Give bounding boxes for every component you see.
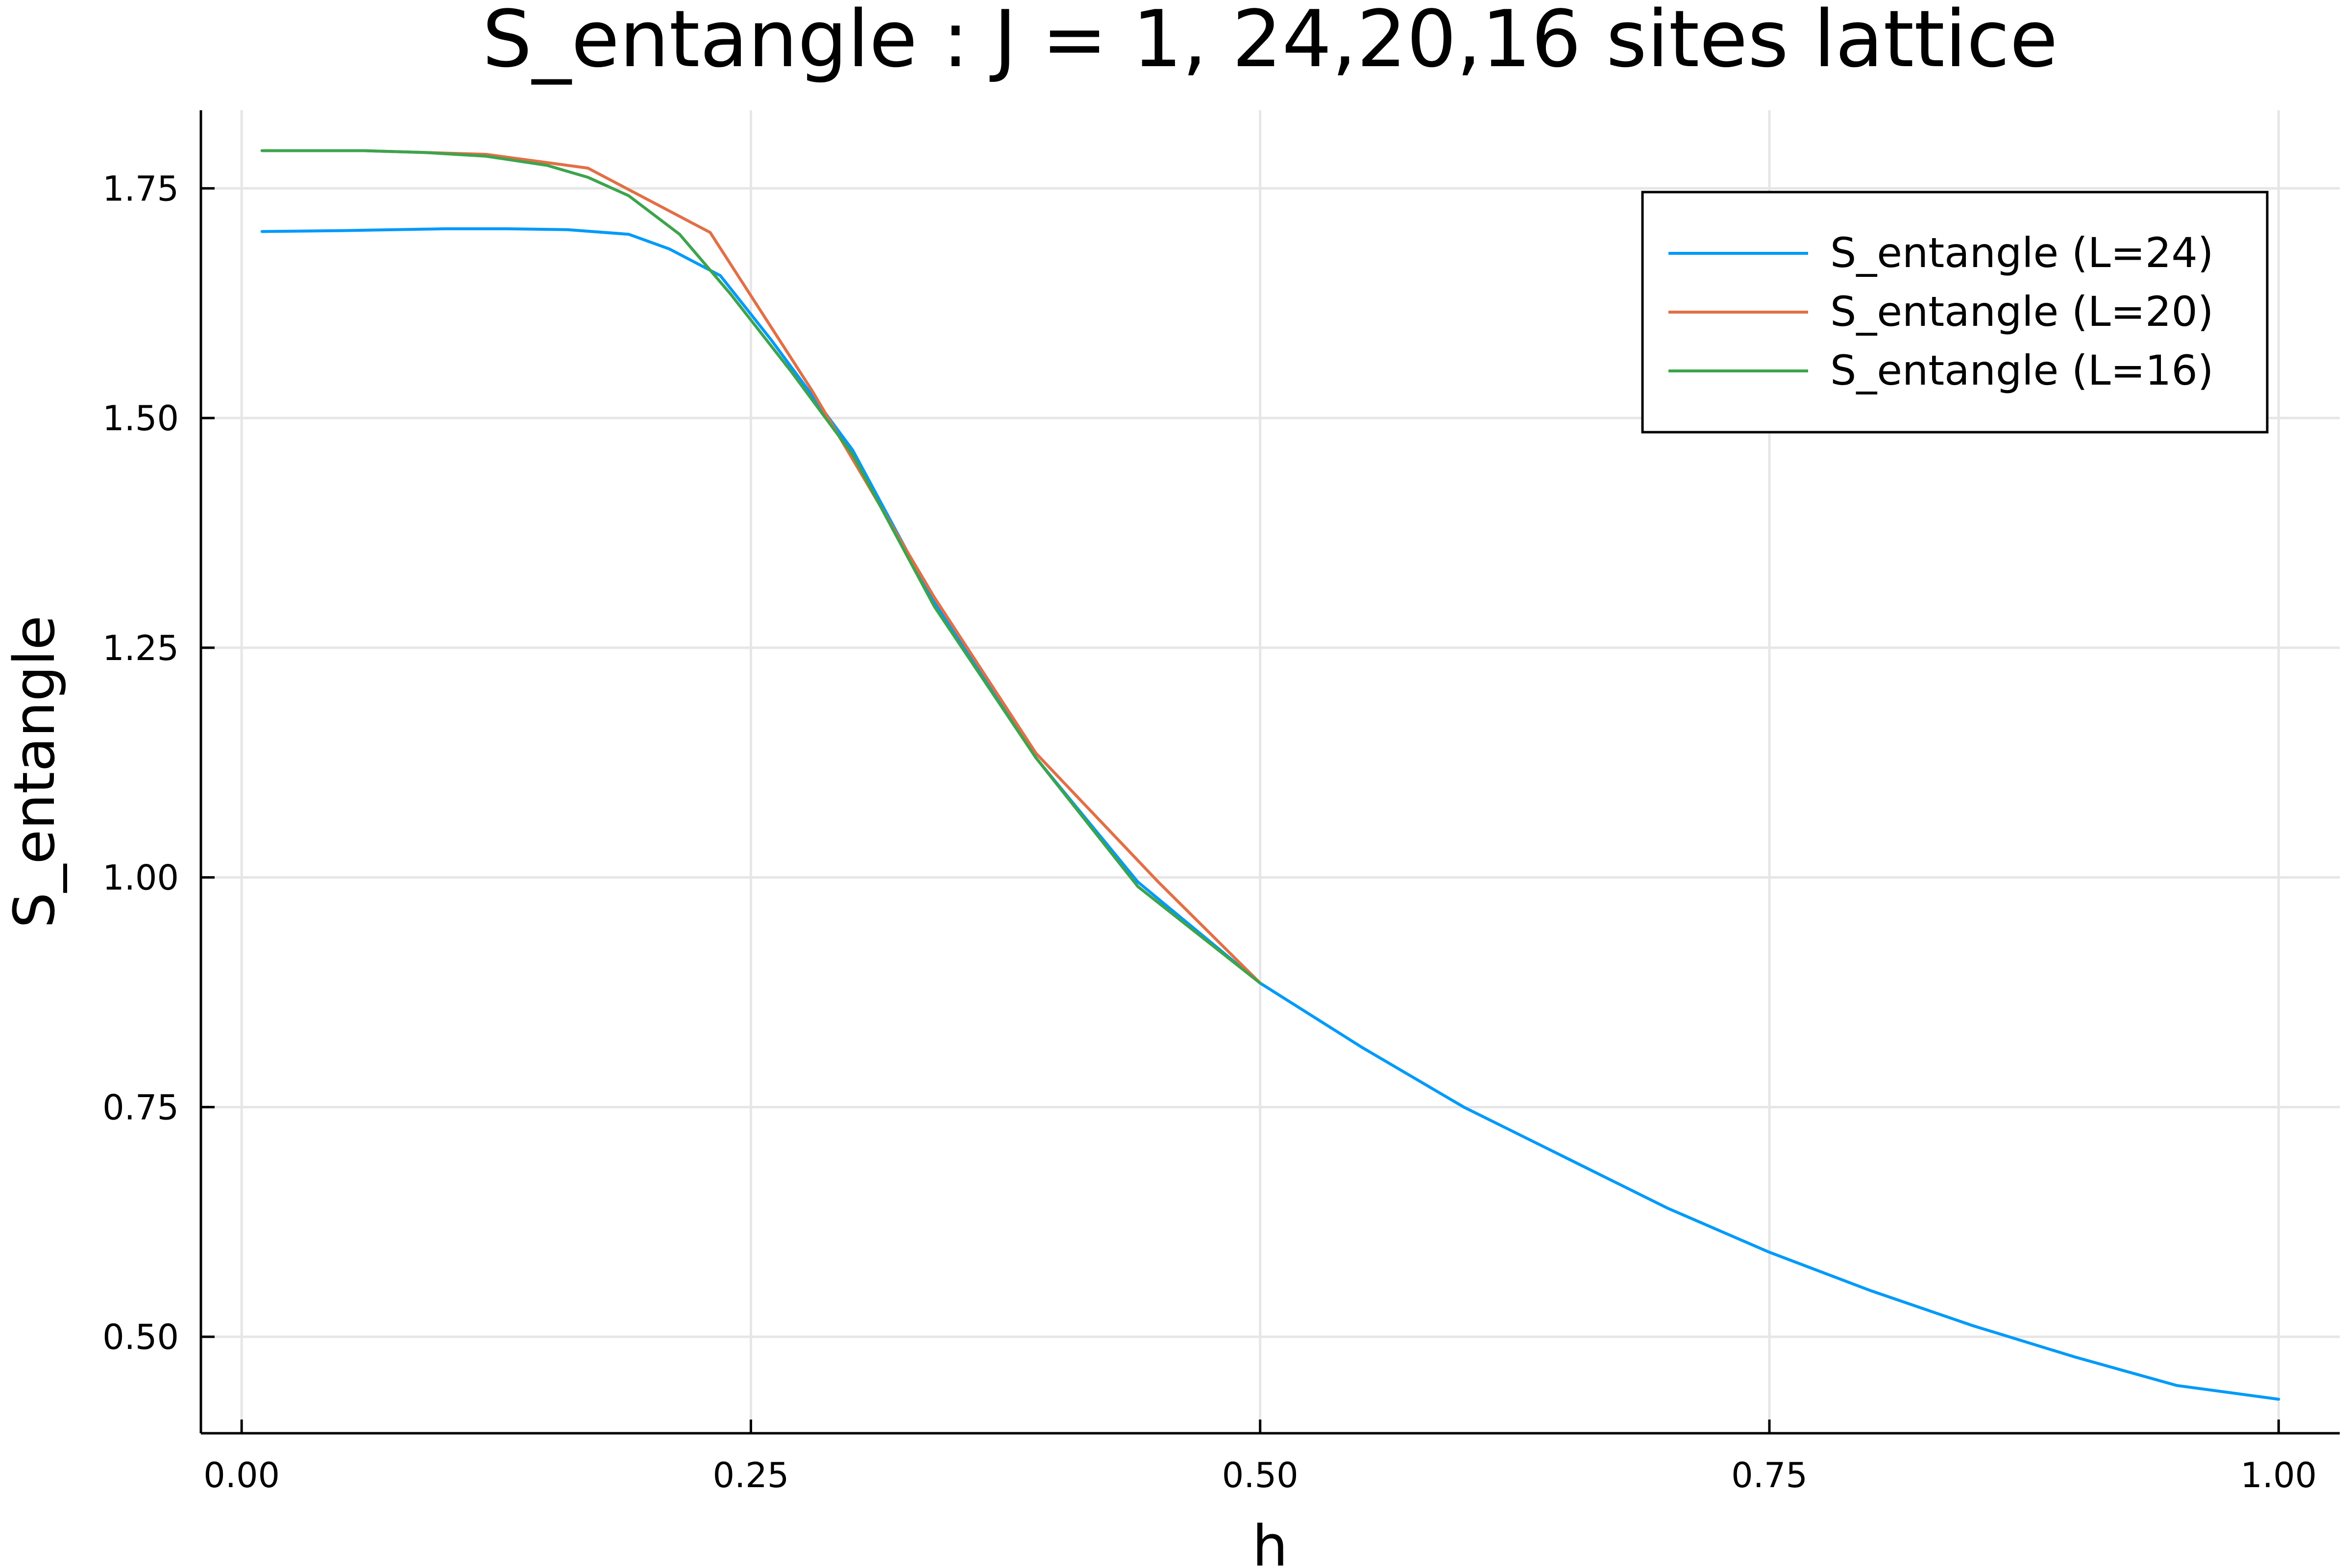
legend: S_entangle (L=24) S_entangle (L=20) S_en… — [1642, 192, 2267, 432]
y-tick-label: 0.75 — [102, 1087, 179, 1127]
y-tick-label: 0.50 — [102, 1317, 179, 1357]
chart-title: S_entangle : J = 1, 24,20,16 sites latti… — [482, 0, 2058, 85]
x-tick-label: 1.00 — [2240, 1455, 2317, 1495]
x-axis-title: h — [1252, 1514, 1288, 1568]
y-axis-title: S_entangle — [2, 615, 68, 928]
y-tick-label: 1.50 — [102, 398, 179, 439]
x-tick-label: 0.75 — [1731, 1455, 1808, 1495]
x-tick-label: 0.00 — [203, 1455, 280, 1495]
x-tick-label: 0.50 — [1222, 1455, 1298, 1495]
x-tick-label: 0.25 — [712, 1455, 789, 1495]
legend-label-l16: S_entangle (L=16) — [1830, 346, 2214, 394]
legend-label-l20: S_entangle (L=20) — [1830, 288, 2214, 336]
y-tick-label: 1.75 — [102, 169, 179, 209]
legend-label-l24: S_entangle (L=24) — [1830, 229, 2214, 277]
y-tick-label: 1.00 — [102, 858, 179, 898]
y-tick-label: 1.25 — [102, 628, 179, 668]
